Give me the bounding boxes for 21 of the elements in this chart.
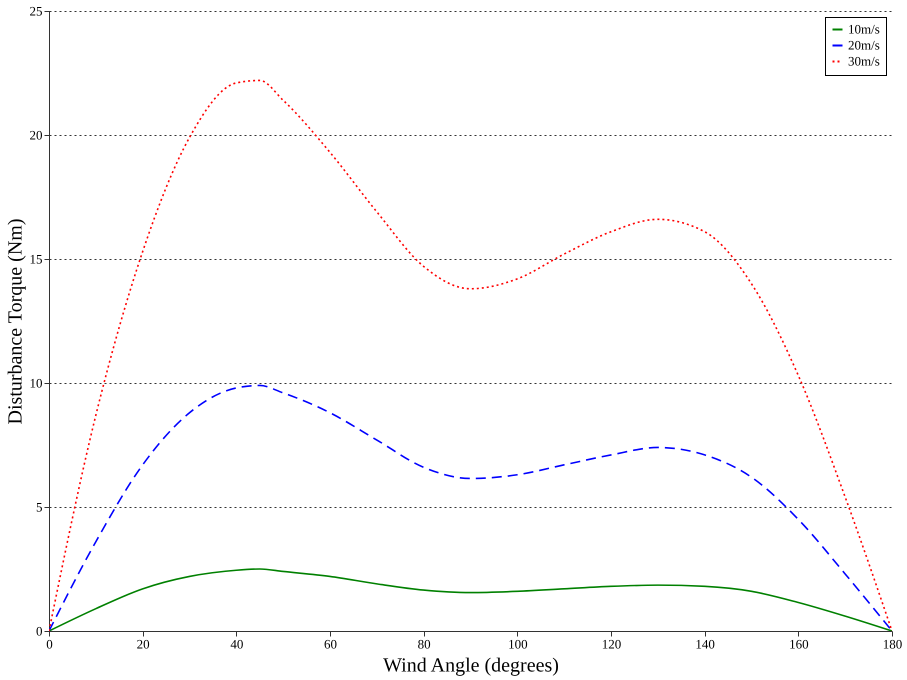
x-tick-label: 80 xyxy=(418,636,431,652)
y-tick-label: 25 xyxy=(30,4,42,18)
x-tick-label: 140 xyxy=(695,636,715,652)
x-tick-label: 180 xyxy=(882,636,902,652)
x-tick-label: 20 xyxy=(136,636,150,652)
y-tick-label: 5 xyxy=(36,500,42,514)
y-axis-title: Disturbance Torque (Nm) xyxy=(4,218,26,424)
legend-label: 30m/s xyxy=(848,54,880,68)
legend-label: 20m/s xyxy=(848,38,880,52)
y-tick-label: 0 xyxy=(36,624,42,638)
y-tick-label: 15 xyxy=(30,252,42,266)
x-tick-label: 0 xyxy=(46,636,53,652)
x-tick-label: 160 xyxy=(789,636,809,652)
y-tick-label: 10 xyxy=(30,376,42,390)
x-axis-title: Wind Angle (degrees) xyxy=(383,654,559,676)
x-tick-label: 40 xyxy=(230,636,244,652)
legend-label: 10m/s xyxy=(848,22,880,36)
x-tick-label: 100 xyxy=(508,636,528,652)
y-tick-label: 20 xyxy=(30,128,42,142)
x-tick-label: 60 xyxy=(324,636,337,652)
x-tick-label: 120 xyxy=(602,636,622,652)
